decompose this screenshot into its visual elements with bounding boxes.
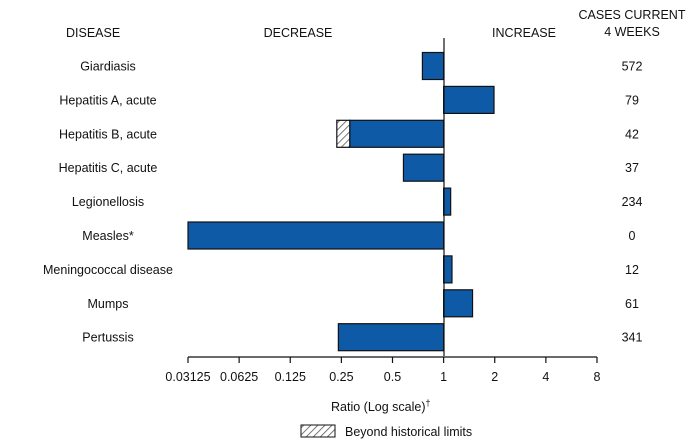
bar-pertussis <box>337 323 445 352</box>
bar-mumps <box>443 289 474 318</box>
x-tick-label-1: 0.0625 <box>220 370 258 384</box>
bar-beyond-limits-hepatitis-b-acute <box>336 119 351 148</box>
x-tick-label-8: 8 <box>594 370 601 384</box>
category-label-hepatitis-a-acute: Hepatitis A, acute <box>59 93 156 107</box>
cases-value-hepatitis-c-acute: 37 <box>625 161 639 175</box>
cases-value-giardiasis: 572 <box>622 60 643 74</box>
bar-legionellosis <box>443 187 452 216</box>
header-decrease: DECREASE <box>264 26 333 40</box>
x-tick-label-5: 1 <box>440 370 447 384</box>
bar-meningococcal-disease <box>443 255 453 284</box>
x-tick-label-2: 0.125 <box>275 370 306 384</box>
cases-value-mumps: 61 <box>625 297 639 311</box>
bar-measles <box>187 221 445 250</box>
x-tick-label-3: 0.25 <box>329 370 353 384</box>
header-cases-line1: CASES CURRENT <box>579 8 686 22</box>
x-axis-label: Ratio (Log scale)† <box>331 398 431 414</box>
bar-hepatitis-b-acute <box>349 119 445 148</box>
bar-giardiasis <box>421 51 445 81</box>
header-cases-line2: 4 WEEKS <box>604 25 660 39</box>
cases-value-hepatitis-a-acute: 79 <box>625 93 639 107</box>
category-label-measles: Measles* <box>82 229 134 243</box>
cases-value-meningococcal-disease: 12 <box>625 263 639 277</box>
legend-label: Beyond historical limits <box>345 425 472 439</box>
cases-value-hepatitis-b-acute: 42 <box>625 127 639 141</box>
x-tick-label-6: 2 <box>491 370 498 384</box>
header-increase: INCREASE <box>492 26 556 40</box>
header-disease: DISEASE <box>66 26 120 40</box>
x-tick-label-7: 4 <box>542 370 549 384</box>
category-label-pertussis: Pertussis <box>82 331 133 345</box>
x-tick-label-0: 0.03125 <box>165 370 210 384</box>
category-label-hepatitis-b-acute: Hepatitis B, acute <box>59 127 157 141</box>
category-label-mumps: Mumps <box>88 297 129 311</box>
category-label-meningococcal-disease: Meningococcal disease <box>43 263 173 277</box>
x-tick-label-4: 0.5 <box>384 370 401 384</box>
legend-swatch-beyond-limits <box>300 424 336 438</box>
cases-value-measles: 0 <box>629 229 636 243</box>
cases-value-pertussis: 341 <box>622 331 643 345</box>
category-label-legionellosis: Legionellosis <box>72 195 144 209</box>
bar-hepatitis-a-acute <box>443 85 495 115</box>
bar-hepatitis-c-acute <box>402 153 445 182</box>
cases-value-legionellosis: 234 <box>622 195 643 209</box>
category-label-hepatitis-c-acute: Hepatitis C, acute <box>59 161 158 175</box>
category-label-giardiasis: Giardiasis <box>80 60 136 74</box>
